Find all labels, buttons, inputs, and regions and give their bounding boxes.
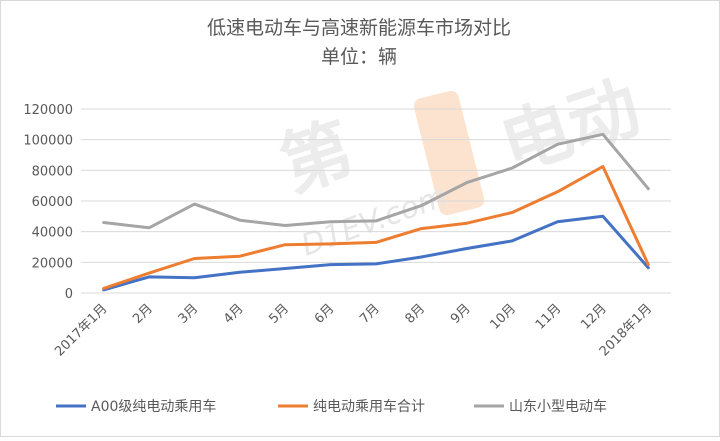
x-tick-label: 2月 [130,301,156,327]
svg-text:电动: 电动 [491,66,649,187]
series-lines [102,132,650,292]
x-tick-label: 2017年1月 [52,301,110,359]
x-tick-label: 9月 [448,301,474,327]
x-tick-label: 5月 [266,301,292,327]
y-tick-label: 100000 [23,134,73,149]
x-tick-label: 12月 [578,301,609,332]
watermark: 第 电动 D1EV.com [271,66,649,264]
svg-text:第: 第 [271,108,363,208]
y-tick-label: 40000 [32,226,73,241]
x-tick-label: 3月 [176,301,202,327]
chart-title: 低速电动车与高速新能源车市场对比 [207,17,511,39]
series-line-2 [102,165,650,290]
y-tick-label: 20000 [32,256,73,271]
legend-label: 山东小型电动车 [509,398,607,415]
series-line-1 [102,214,650,292]
x-tick-label: 6月 [312,301,338,327]
y-axis: 0 20000 40000 60000 80000 100000 120000 [23,103,73,302]
x-tick-label: 10月 [487,301,518,332]
x-tick-label: 7月 [357,301,383,327]
series-line-3 [102,132,650,230]
y-tick-label: 60000 [32,195,73,210]
legend: A00级纯电动乘用车 纯电动乘用车合计 山东小型电动车 [56,398,607,415]
y-tick-label: 120000 [23,103,73,118]
legend-label: 纯电动乘用车合计 [313,398,425,415]
legend-label: A00级纯电动乘用车 [91,398,216,415]
chart-subtitle: 单位：辆 [321,46,397,68]
y-tick-label: 80000 [32,164,73,179]
x-tick-label: 11月 [533,301,564,332]
x-tick-label: 8月 [403,301,429,327]
y-tick-label: 0 [65,287,73,302]
x-tick-label: 4月 [221,301,247,327]
